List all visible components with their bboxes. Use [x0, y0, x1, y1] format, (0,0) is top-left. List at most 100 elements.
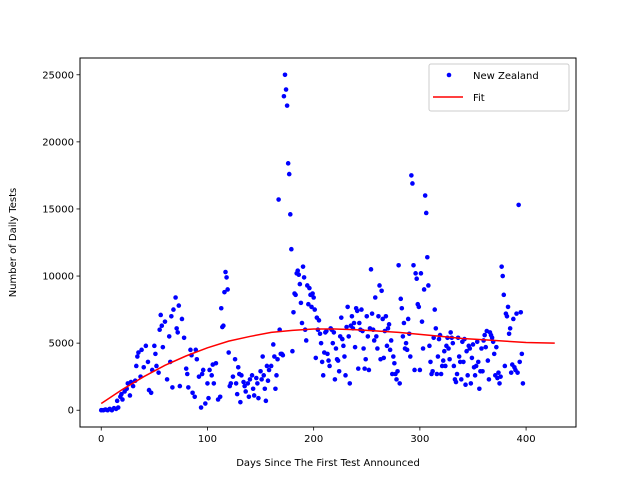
data-point [395, 369, 400, 374]
data-point [307, 285, 312, 291]
data-point [419, 319, 425, 324]
data-point [403, 340, 409, 346]
data-point [386, 322, 392, 327]
data-point [412, 367, 417, 373]
data-point [338, 315, 344, 320]
data-point [145, 359, 151, 365]
data-point [384, 343, 390, 349]
data-point [272, 354, 277, 359]
data-point [423, 210, 429, 216]
data-point [345, 304, 350, 310]
data-point [234, 391, 240, 397]
plot-frame [79, 57, 577, 428]
data-point [475, 359, 481, 365]
data-point [320, 373, 326, 378]
data-point [232, 356, 238, 362]
data-point [436, 336, 442, 342]
data-point [372, 295, 378, 300]
data-point [153, 351, 158, 357]
data-point [343, 373, 348, 378]
data-point [250, 386, 256, 392]
data-point [233, 381, 239, 386]
data-point [312, 307, 318, 312]
data-point [477, 386, 482, 392]
data-point [434, 371, 440, 377]
data-point [354, 308, 360, 314]
data-point [388, 338, 394, 343]
data-point [361, 346, 366, 351]
data-point [186, 385, 191, 390]
x-tick-label: 400 [517, 434, 536, 445]
data-point [316, 318, 322, 323]
data-point [516, 202, 521, 208]
data-point [399, 305, 405, 311]
data-point [426, 283, 431, 288]
data-point [293, 292, 298, 298]
data-point [247, 377, 253, 382]
data-point [196, 374, 202, 379]
data-point [432, 307, 438, 312]
data-point [394, 377, 399, 382]
data-point [480, 369, 485, 374]
data-point [389, 371, 395, 377]
data-point [211, 381, 217, 386]
data-point [456, 354, 462, 359]
data-point [193, 347, 199, 353]
x-axis-label: Days Since The First Test Announced [236, 458, 420, 469]
data-point [188, 347, 193, 353]
data-point [439, 363, 445, 369]
data-point [341, 343, 346, 349]
data-point [408, 354, 413, 359]
data-point [265, 378, 271, 384]
data-point [213, 360, 219, 366]
data-point [430, 369, 435, 374]
data-point [120, 397, 125, 402]
data-point [469, 355, 475, 361]
data-point [447, 356, 452, 362]
data-point [351, 320, 357, 326]
data-point [282, 72, 288, 78]
data-point [176, 303, 182, 308]
data-point [366, 367, 372, 373]
data-point [416, 304, 422, 310]
data-point [318, 340, 324, 346]
data-point [241, 379, 246, 385]
data-point [421, 287, 427, 292]
data-point [331, 330, 337, 335]
data-point [319, 359, 325, 365]
data-point [317, 331, 323, 337]
data-point [330, 340, 336, 346]
data-point [396, 263, 401, 268]
data-point [364, 314, 370, 319]
data-point [511, 316, 516, 322]
data-point [472, 373, 478, 378]
data-point [398, 296, 404, 302]
data-point [433, 326, 439, 331]
data-point [507, 326, 513, 331]
data-point [327, 363, 332, 369]
data-point [225, 287, 230, 292]
data-point [139, 347, 144, 353]
data-point [246, 394, 252, 400]
data-point [342, 354, 347, 359]
data-point [425, 254, 430, 260]
data-point [324, 328, 329, 334]
data-point [377, 283, 382, 288]
data-point [258, 369, 263, 374]
data-point [290, 348, 295, 354]
data-point [506, 331, 512, 337]
data-point [413, 271, 418, 276]
data-point [375, 346, 380, 351]
data-point [497, 381, 502, 386]
data-point [115, 405, 121, 410]
data-point [300, 264, 306, 269]
data-point [397, 381, 402, 386]
data-point [501, 292, 507, 298]
data-point [446, 346, 451, 351]
data-point [311, 295, 316, 300]
data-point [347, 381, 353, 386]
data-point [243, 389, 248, 394]
data-point [431, 335, 436, 341]
data-point [217, 394, 223, 400]
